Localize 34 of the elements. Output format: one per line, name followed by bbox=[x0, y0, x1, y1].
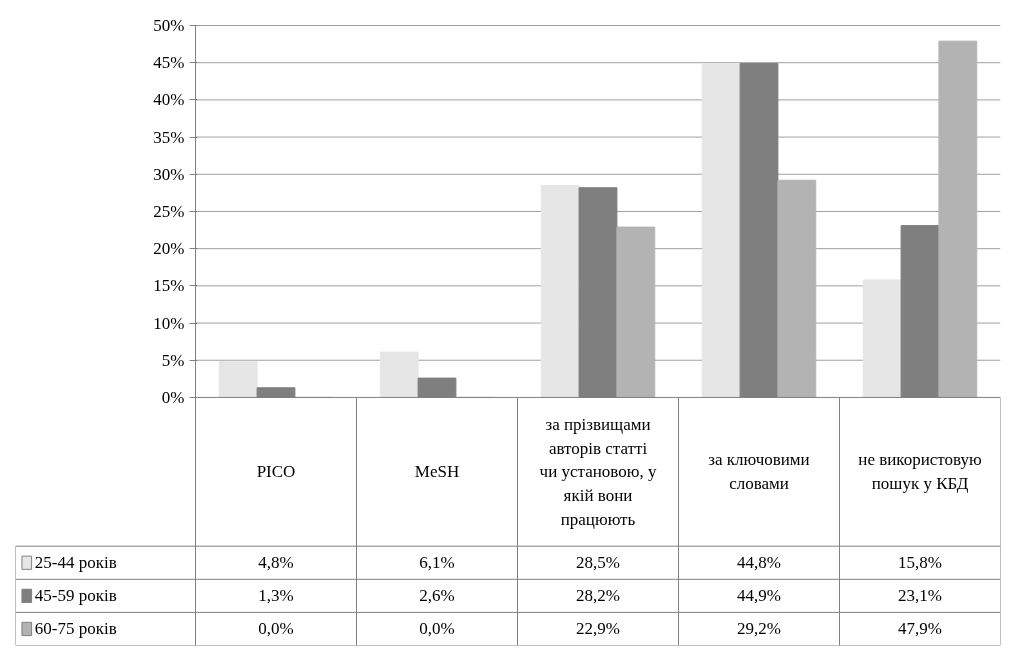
data-label: 1,3% bbox=[258, 586, 294, 606]
data-label: 0,0% bbox=[419, 619, 455, 639]
legend-label: 45-59 років bbox=[34, 586, 117, 606]
data-label: 44,8% bbox=[737, 553, 781, 573]
legend-label: 25-44 років bbox=[34, 553, 117, 573]
y-tick-label: 35% bbox=[153, 127, 185, 147]
data-label: 44,9% bbox=[737, 586, 781, 606]
data-label: 2,6% bbox=[419, 586, 455, 606]
data-label: 29,2% bbox=[737, 619, 781, 639]
data-label: 47,9% bbox=[898, 619, 942, 639]
y-tick-label: 25% bbox=[153, 201, 185, 221]
data-label: 23,1% bbox=[898, 586, 942, 606]
x-tick-label: за прізвищами авторів статті чи установою, у якій вони працюють bbox=[539, 414, 657, 529]
y-tick-label: 30% bbox=[153, 164, 185, 184]
y-tick-label: 40% bbox=[153, 90, 185, 110]
y-tick-label: 15% bbox=[153, 276, 185, 296]
x-tick-label: PICO bbox=[256, 462, 296, 482]
data-label: 28,2% bbox=[576, 586, 620, 606]
x-tick-label: за ключовими словами bbox=[708, 450, 810, 494]
data-label: 15,8% bbox=[898, 553, 942, 573]
data-label: 0,0% bbox=[258, 619, 294, 639]
y-tick-label: 50% bbox=[153, 16, 185, 36]
y-tick-label: 20% bbox=[153, 239, 185, 259]
x-tick-label: MeSH bbox=[414, 462, 460, 482]
y-tick-label: 45% bbox=[153, 53, 185, 73]
data-label: 28,5% bbox=[576, 553, 620, 573]
data-label: 22,9% bbox=[576, 619, 620, 639]
data-label: 6,1% bbox=[419, 553, 455, 573]
legend-label: 60-75 років bbox=[34, 619, 117, 639]
y-tick-label: 10% bbox=[153, 313, 185, 333]
y-tick-label: 0% bbox=[161, 387, 185, 407]
x-tick-label: не використовую пошук у КБД bbox=[858, 450, 982, 494]
data-label: 4,8% bbox=[258, 553, 294, 573]
y-tick-label: 5% bbox=[161, 350, 185, 370]
